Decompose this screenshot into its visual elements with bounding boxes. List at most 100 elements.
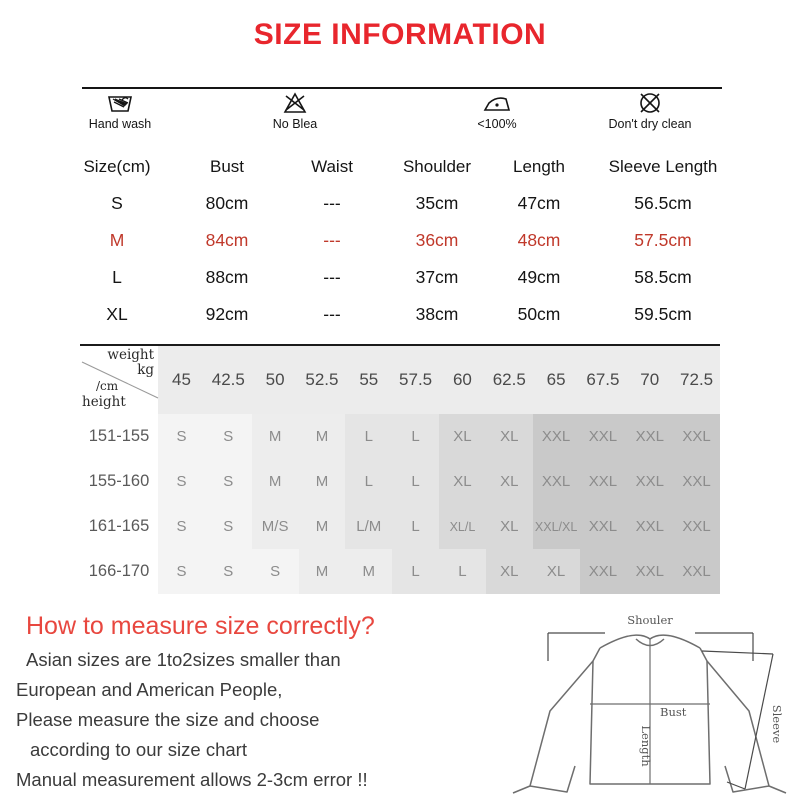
care-strip-divider [82,87,722,89]
matrix-weight-header: 70 [626,346,674,414]
matrix-cell: M [251,414,299,459]
matrix-cell: S [204,459,252,504]
cell-length: 50cm [517,304,561,324]
cell-bust: 92cm [205,304,249,324]
table-row-s: S 80cm --- 35cm 47cm 56.5cm [62,185,740,222]
cell-waist: --- [323,193,341,213]
cell-size: M [109,230,125,250]
matrix-cell: S [158,459,205,504]
header-shoulder: Shoulder [402,156,472,176]
matrix-cell: M [298,504,346,549]
care-label: Hand wash [88,117,152,131]
page-title: SIZE INFORMATION [253,18,547,51]
matrix-cell: L/M [345,504,393,549]
matrix-cell: M [298,549,346,594]
cell-bust: 84cm [205,230,249,250]
cell-sleeve: 59.5cm [634,304,692,324]
matrix-cell: XL/L [439,504,486,549]
measure-info-block: How to measure size correctly? Asian siz… [16,612,516,795]
care-item-hand-wash: Hand wash [60,90,180,131]
matrix-cell: M/S [251,504,299,549]
matrix-cell: M [298,459,346,504]
cell-shoulder: 36cm [415,230,459,250]
cell-size: S [111,193,123,213]
measure-info-line: Asian sizes are 1to2sizes smaller than [26,649,341,670]
size-measurements-table: Size(cm) Bust Waist Shoulder Length Slee… [62,148,740,333]
matrix-weight-header: 57.5 [392,346,440,414]
matrix-cell: XL [439,414,486,459]
cell-length: 49cm [517,267,561,287]
cell-size: L [112,267,122,287]
matrix-cell: XXL [579,414,627,459]
iron-low-heat-icon [437,90,557,116]
matrix-cell: S [204,414,252,459]
table-row-l: L 88cm --- 37cm 49cm 58.5cm [62,259,740,296]
care-label: Don't dry clean [608,117,692,131]
care-label: <100% [477,117,517,131]
matrix-weight-header: 62.5 [485,346,533,414]
matrix-row: 155-160 S S M M L L XL XL XXL XXL XXL XXL [80,459,720,504]
matrix-height-label: 166-170 [80,549,159,594]
header-bust: Bust [209,156,245,176]
cell-sleeve: 57.5cm [634,230,692,250]
matrix-weight-header: 72.5 [673,346,720,414]
matrix-weight-header: 67.5 [579,346,627,414]
matrix-cell: L [439,549,486,594]
sleeve-measure-bracket [701,650,774,790]
diagonal-divider-icon [81,361,159,399]
matrix-cell: XXL [673,414,720,459]
matrix-cell: S [158,549,205,594]
matrix-cell: XL [439,459,486,504]
matrix-row: 166-170 S S S M M L L XL XL XXL XXL XXL [80,549,720,594]
corner-weight-unit: kg [137,362,155,378]
cell-length: 47cm [517,193,561,213]
shoulder-label: Shouler [627,613,673,627]
cell-waist: --- [323,304,341,324]
shoulder-measure-bracket [547,632,754,661]
matrix-cell: S [204,549,252,594]
matrix-row: 151-155 S S M M L L XL XL XXL XXL XXL XXL [80,414,720,459]
header-length: Length [513,156,565,176]
cell-length: 48cm [517,230,561,250]
matrix-cell: S [158,414,205,459]
matrix-cell: XXL [626,549,674,594]
table-row-xl: XL 92cm --- 38cm 50cm 59.5cm [62,296,740,333]
cell-shoulder: 35cm [415,193,459,213]
corner-height-unit: /cm [96,379,119,393]
matrix-cell: XXL [532,459,580,504]
matrix-cell: XXL [579,504,627,549]
measure-info-line: Manual measurement allows 2-3cm error !! [16,769,368,790]
care-instructions-strip: Hand wash No Blea <100% [82,90,722,135]
matrix-cell: L [392,414,440,459]
care-label: No Blea [272,117,318,131]
matrix-cell: XL [485,504,533,549]
matrix-cell: XL [485,549,533,594]
matrix-cell: XXL [673,549,720,594]
measure-info-line: Please measure the size and choose [16,709,320,730]
measure-info-line: according to our size chart [30,739,247,760]
no-dry-clean-icon [590,90,710,116]
matrix-height-label: 155-160 [80,459,159,504]
corner-weight-label: weight [107,347,155,363]
header-waist: Waist [311,156,353,176]
matrix-cell: L [392,459,440,504]
matrix-cell: XXL [626,414,674,459]
length-label: Length [639,725,653,767]
cell-bust: 80cm [205,193,249,213]
matrix-cell: XXL [532,414,580,459]
garment-measurement-diagram: Shouler Sleeve Bust Length [505,606,795,798]
cell-waist: --- [323,230,341,250]
matrix-cell: XXL/XL [532,504,580,549]
header-sleeve-length: Sleeve Length [608,156,718,176]
matrix-cell: M [345,549,393,594]
matrix-weight-header: 45 [158,346,205,414]
bust-label: Bust [660,705,687,719]
matrix-weight-header-row: weight kg /cm height 45 42.5 50 52.5 55 57.5 6… [80,346,720,414]
matrix-cell: XL [485,414,533,459]
cell-sleeve: 58.5cm [634,267,692,287]
table-row-m: M 84cm --- 36cm 48cm 57.5cm [62,222,740,259]
care-item-no-dry-clean: Don't dry clean [590,90,710,131]
hand-wash-icon [60,90,180,116]
cell-shoulder: 38cm [415,304,459,324]
matrix-cell: S [251,549,299,594]
